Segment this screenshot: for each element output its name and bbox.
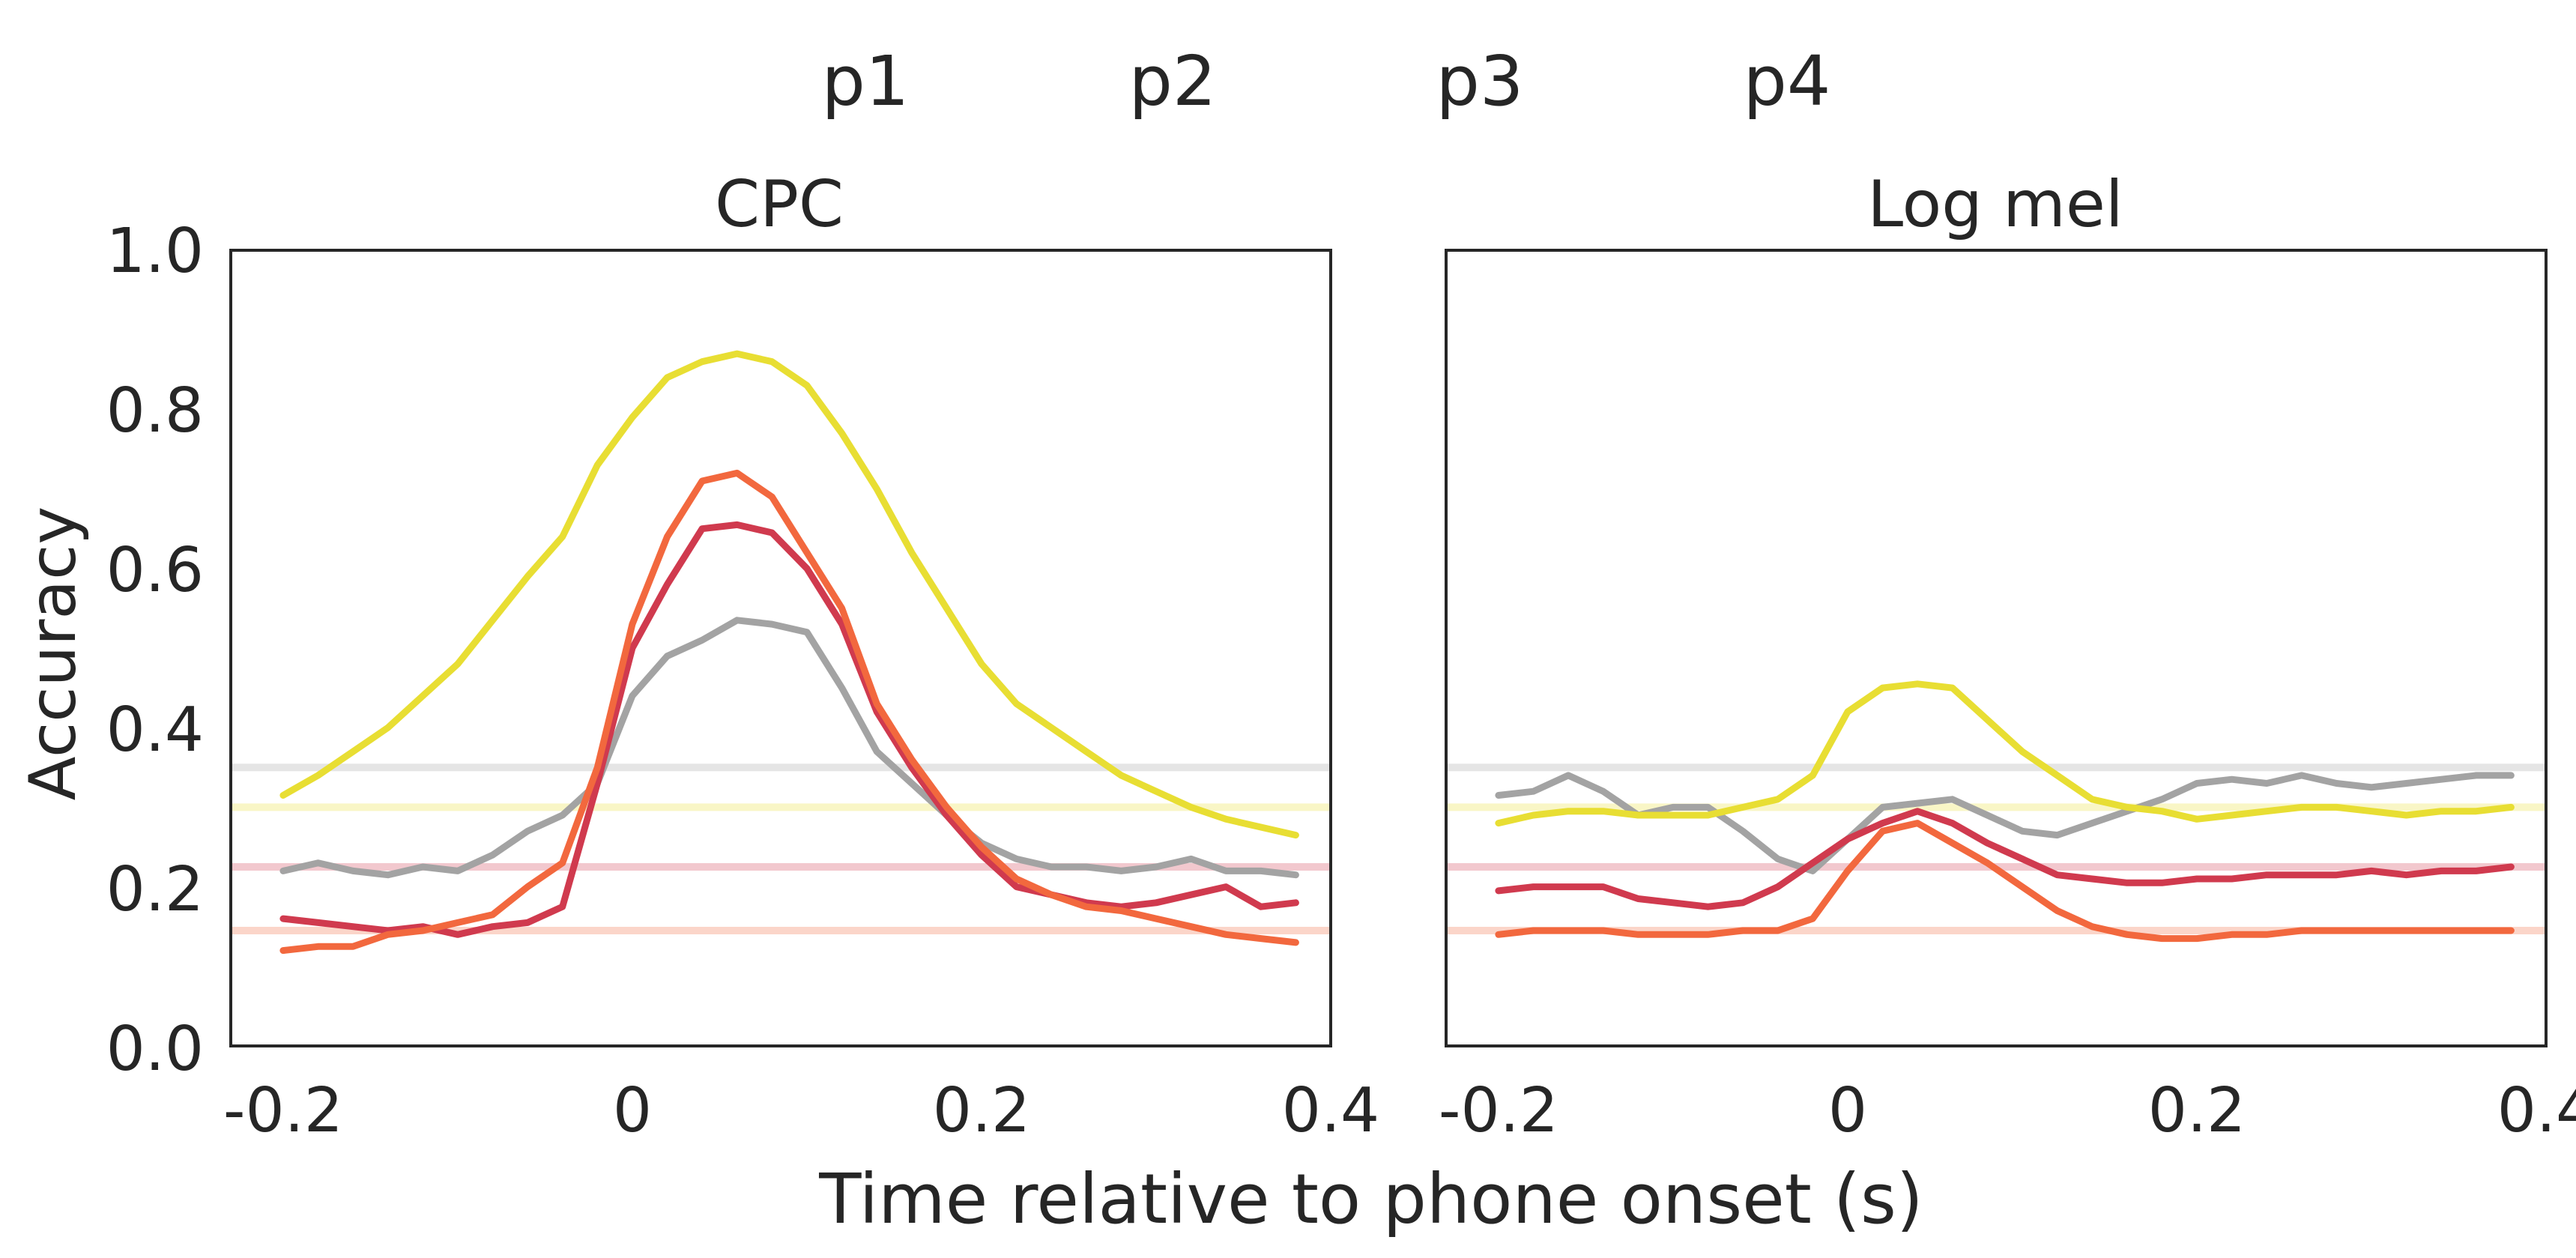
legend-entry-p1: p1	[822, 41, 910, 121]
x-tick-label-0-0: -0.2	[223, 1075, 343, 1146]
x-tick-labels: -0.2 0 0.2 0.4	[223, 1075, 1379, 1146]
x-tick-label-1-0: -0.2	[1439, 1075, 1558, 1146]
x-tick-label-1-1: 0	[1828, 1075, 1867, 1146]
series-line-p2	[279, 521, 1299, 938]
axes-frame-log-mel	[1445, 249, 2548, 1047]
x-tick-label-1-2: 0.2	[2148, 1075, 2246, 1146]
panel-title-cpc: CPC	[715, 167, 844, 242]
legend-entry-p4: p4	[1744, 41, 1831, 121]
plot-area-cpc	[279, 350, 1299, 955]
legend-entry-p2: p2	[1129, 41, 1217, 121]
x-tick-label-1-3: 0.4	[2497, 1075, 2576, 1146]
x-tick-labels: -0.2 0 0.2 0.4	[1439, 1075, 2576, 1146]
legend: p1 p2 p3 p4	[822, 41, 1831, 121]
series-line-p1	[279, 617, 1299, 879]
panel-cpc: CPC Accuracy 0.0 0.2 0.4 0.6 0.8 1.0 -0.…	[16, 167, 1379, 1146]
axes-frame-cpc	[229, 249, 1332, 1047]
y-tick-label-0-3: 0.6	[106, 535, 204, 606]
series-line-p1	[1495, 772, 2515, 874]
y-axis-label: Accuracy	[16, 506, 91, 801]
x-tick-label-0-1: 0	[613, 1075, 652, 1146]
x-axis-label: Time relative to phone onset (s)	[818, 1159, 1923, 1239]
panel-title-log-mel: Log mel	[1867, 167, 2123, 242]
x-tick-label-0-2: 0.2	[933, 1075, 1030, 1146]
series-line-p4	[1495, 680, 2515, 827]
y-tick-labels: 0.0 0.2 0.4 0.6 0.8 1.0	[106, 216, 204, 1085]
series-line-p3	[279, 469, 1299, 955]
series-line-p2	[1495, 808, 2515, 910]
series-line-p4	[279, 350, 1299, 839]
y-tick-label-0-2: 0.4	[106, 695, 204, 766]
y-tick-label-0-0: 0.0	[106, 1014, 204, 1085]
x-tick-label-0-3: 0.4	[1282, 1075, 1379, 1146]
legend-entry-p3: p3	[1436, 41, 1524, 121]
panel-log-mel: Log mel -0.2 0 0.2 0.4	[1439, 167, 2576, 1146]
y-tick-label-0-1: 0.2	[106, 854, 204, 925]
y-tick-label-0-4: 0.8	[106, 375, 204, 447]
series-line-p3	[1495, 820, 2515, 943]
plot-area-log-mel	[1495, 680, 2515, 943]
y-tick-label-0-5: 1.0	[106, 216, 204, 287]
